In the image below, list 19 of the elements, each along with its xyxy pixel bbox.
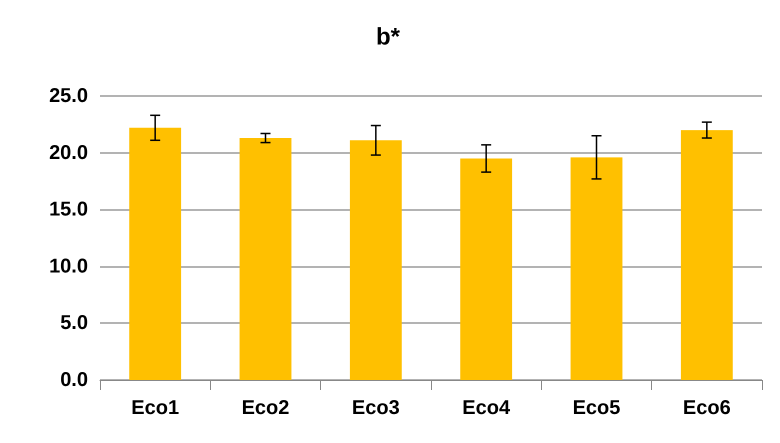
y-tick-label: 0.0 xyxy=(60,369,88,391)
y-tick-label: 10.0 xyxy=(49,255,88,278)
y-tick-label: 15.0 xyxy=(49,198,88,221)
bar xyxy=(129,128,182,380)
y-tick-label: 25.0 xyxy=(49,85,88,107)
x-tick-label: Eco6 xyxy=(682,397,731,419)
chart-title: b* xyxy=(376,24,401,50)
x-tick-label: Eco4 xyxy=(462,397,511,419)
x-tick-label: Eco3 xyxy=(352,397,400,419)
bar xyxy=(350,140,402,380)
bar xyxy=(240,138,292,380)
y-tick-label: 20.0 xyxy=(49,142,88,164)
x-tick-label: Eco2 xyxy=(242,397,290,419)
bar xyxy=(680,130,733,380)
bar xyxy=(570,157,622,380)
x-tick-label: Eco1 xyxy=(131,397,180,419)
bar xyxy=(460,158,512,380)
x-tick-label: Eco5 xyxy=(572,397,620,419)
y-tick-label: 5.0 xyxy=(60,312,88,334)
